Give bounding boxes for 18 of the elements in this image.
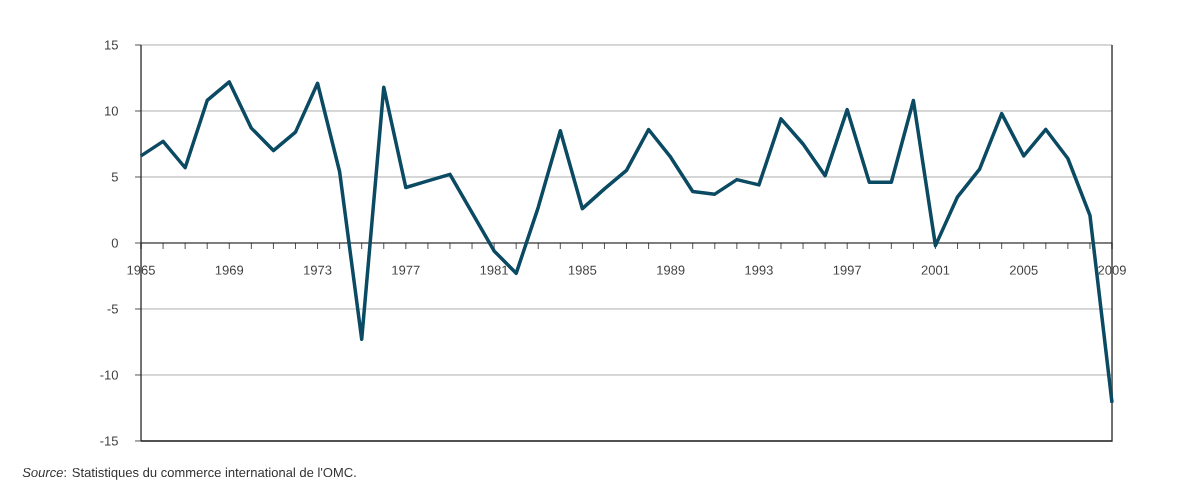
x-tick-label: 2005 [1009, 265, 1038, 275]
x-tick-label: 1997 [833, 265, 861, 275]
x-tick-label: 1977 [392, 265, 420, 275]
x-tick-label: 2001 [921, 265, 950, 275]
y-tick-label: 15 [105, 40, 118, 50]
y-tick-label: 10 [105, 106, 118, 116]
x-tick-label: 1981 [480, 265, 508, 275]
x-tick-label: 1993 [745, 265, 773, 275]
x-tick-label: 1985 [568, 265, 597, 275]
y-tick-label: -10 [100, 370, 118, 380]
y-tick-label: -5 [107, 304, 118, 314]
x-tick-label: 1973 [304, 265, 332, 275]
x-tick-label: 1969 [215, 265, 244, 275]
y-tick-label: 5 [111, 172, 118, 182]
y-tick-label: 0 [111, 238, 118, 248]
text: Source: Statistiques du commerce international de l'OMC. [22, 467, 356, 480]
x-tick-label: 1989 [657, 265, 685, 275]
y-tick-label: -15 [100, 436, 118, 446]
